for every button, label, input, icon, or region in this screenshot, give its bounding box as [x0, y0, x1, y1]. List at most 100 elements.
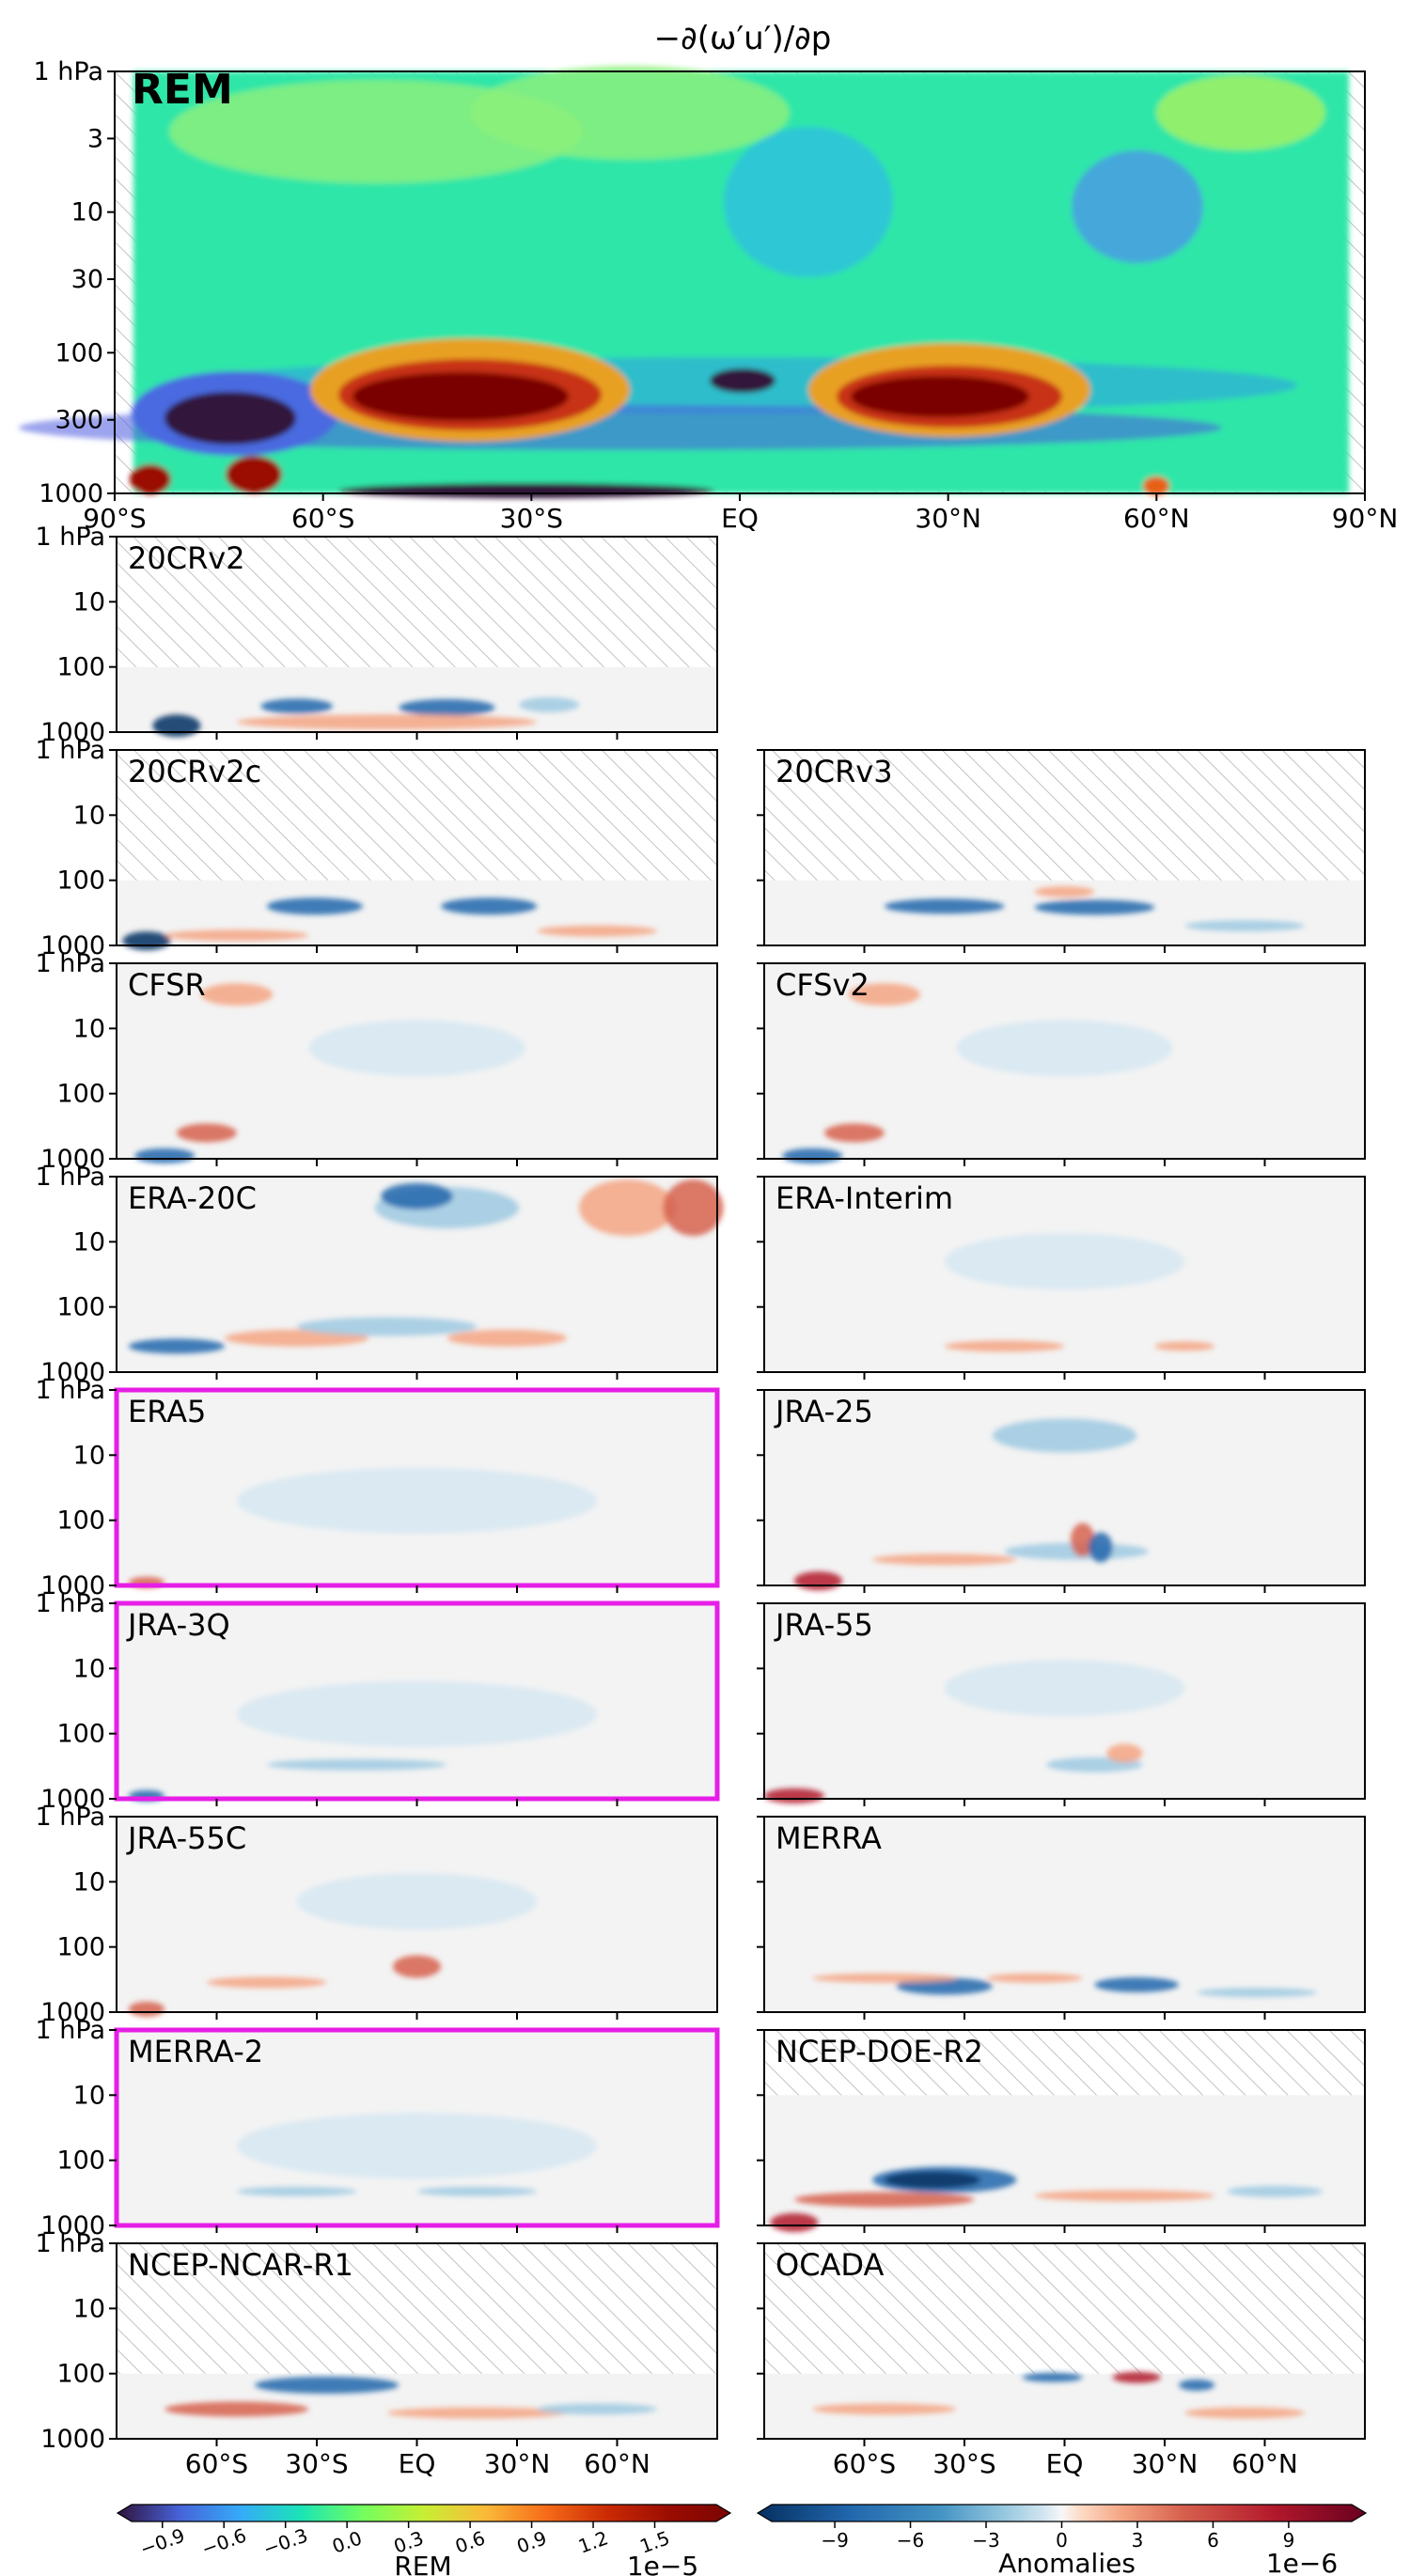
- contour-blob: [296, 1317, 478, 1336]
- contour-blob: [296, 1873, 538, 1930]
- panel-label: NCEP-DOE-R2: [776, 2034, 983, 2069]
- contour-blob: [812, 1973, 957, 1983]
- x-tick-label: EQ: [399, 2448, 436, 2479]
- y-tick-label: 10: [73, 1654, 105, 1683]
- colorbar-tick-label: 9: [1283, 2529, 1295, 2552]
- contour-blob: [770, 2212, 819, 2232]
- y-tick-label: 1 hPa: [36, 2016, 106, 2045]
- colorbar-tick-label: 6: [1207, 2529, 1219, 2552]
- y-tick-label: 10: [71, 198, 103, 227]
- y-tick-label: 10: [73, 1227, 105, 1257]
- y-tick-label: 1 hPa: [36, 523, 106, 552]
- colorbar-tick-label: −0.3: [260, 2523, 311, 2560]
- contour-blob: [1089, 1532, 1113, 1563]
- y-tick-label: 10: [73, 1441, 105, 1470]
- colorbar-tick-label: 0.9: [514, 2526, 550, 2557]
- field-contours: [128, 1179, 724, 1354]
- field-contours: [764, 1660, 1185, 1803]
- rem-colorbar-label: REM: [394, 2551, 451, 2576]
- x-tick-label: 60°S: [833, 2448, 896, 2479]
- field-contours: [812, 1973, 1317, 1998]
- contour-blob: [1112, 2371, 1161, 2383]
- colorbar-tick-label: 0: [1056, 2529, 1068, 2552]
- contour-blob: [579, 1179, 676, 1237]
- x-tick-label: 30°N: [484, 2448, 551, 2479]
- anomaly-panel: MERRA-2 1 hPa 10 100 1000: [36, 2016, 720, 2240]
- anomaly-panel: JRA-55: [757, 1602, 1366, 1806]
- contour-blob: [260, 698, 334, 714]
- field-contours: [128, 1873, 538, 2017]
- contour-blob: [944, 1660, 1185, 1717]
- y-tick-label: 1 hPa: [36, 949, 106, 978]
- x-tick-label: 30°N: [915, 503, 981, 534]
- rem-colorbar-exponent: 1e−5: [627, 2551, 698, 2576]
- contour-blob: [992, 1418, 1137, 1453]
- y-tick-label: 100: [56, 1933, 105, 1962]
- anomaly-panel: OCADA: [757, 2242, 1366, 2446]
- contour-blob: [441, 898, 538, 915]
- contour-blob: [134, 1147, 196, 1163]
- rem-y-axis: 1 hPa 3 10 30 100 300 1000: [34, 57, 115, 508]
- rem-panel-label: REM: [132, 66, 233, 114]
- panel-label: MERRA: [776, 1820, 882, 1856]
- contour-blob: [823, 1123, 885, 1143]
- contour-blob: [1034, 899, 1155, 915]
- contour-blob: [1094, 1976, 1179, 1992]
- panel-label: 20CRv3: [776, 754, 893, 789]
- y-tick-label: 1000: [40, 1571, 105, 1600]
- field-contours: [152, 696, 580, 738]
- y-tick-label: 10: [73, 801, 105, 830]
- contour-blob: [986, 1973, 1083, 1983]
- contour-blob: [793, 1571, 843, 1591]
- contour-blob: [254, 2376, 400, 2394]
- contour-blob: [1154, 1341, 1215, 1351]
- contour-blob: [381, 1182, 453, 1210]
- rem-panel: REM 1 hPa 3 10 30 100 300 1000 90°S 60°S 30°S EQ 3…: [19, 57, 1398, 534]
- y-tick-label: 100: [56, 866, 105, 896]
- panel-label: MERRA-2: [128, 2034, 263, 2069]
- colorbar-tick-label: 0.6: [452, 2526, 488, 2557]
- colorbar-tick-label: 0.0: [329, 2526, 365, 2557]
- contour-blob: [812, 2403, 957, 2415]
- x-tick-label: 30°S: [932, 2448, 995, 2479]
- rem-colorbar: −0.9 −0.6 −0.3 0.0 0.3 0.6 0.9 1.2 1.5 REM 1e−5: [116, 2504, 732, 2576]
- panel-label: JRA-55C: [126, 1820, 246, 1856]
- y-tick-label: 1 hPa: [36, 2229, 106, 2258]
- contour-blob: [537, 925, 658, 937]
- contour-blob: [1184, 2407, 1306, 2419]
- x-tick-label: 60°N: [1123, 503, 1190, 534]
- contour-blob: [1034, 885, 1095, 898]
- contour-blob: [537, 2403, 658, 2415]
- x-tick-label: 90°S: [83, 503, 146, 534]
- contour-blob: [200, 983, 274, 1007]
- panel-label: ERA-Interim: [776, 1180, 953, 1216]
- x-tick-label: 30°N: [1132, 2448, 1198, 2479]
- anomaly-x-axis: 60°S 30°S EQ 30°N 60°N 60°S 30°S EQ 30°N 60°N: [185, 2448, 1298, 2479]
- contour-blob: [764, 1788, 824, 1803]
- y-tick-label: 1000: [40, 931, 105, 960]
- anomaly-panel: CFSR 1 hPa 10 100 1000: [36, 949, 718, 1174]
- field-contours: [164, 2376, 658, 2419]
- contour-blob: [519, 696, 580, 712]
- colorbar-tick-label: 3: [1132, 2529, 1144, 2552]
- contour-blob: [944, 1340, 1065, 1352]
- anomaly-panel: ERA5 1 hPa 10 100 1000: [36, 1376, 720, 1600]
- colorbar-tick-label: 1.2: [575, 2526, 611, 2557]
- anomaly-colorbar: −9 −6 −3 0 3 6 9 Anomalies 1e−6: [756, 2504, 1368, 2576]
- anomaly-panel: 20CRv2c 1 hPa 10 100 1000: [36, 736, 718, 960]
- y-tick-label: 1000: [40, 1358, 105, 1387]
- contour-blob: [782, 1147, 843, 1163]
- contour-blob: [152, 714, 201, 738]
- x-tick-label: 30°S: [500, 503, 563, 534]
- y-tick-label: 1000: [40, 2211, 105, 2240]
- y-tick-label: 1000: [40, 1145, 105, 1174]
- contour-blob: [446, 1329, 568, 1347]
- contour-blob: [266, 898, 363, 915]
- y-tick-label: 1000: [40, 718, 105, 747]
- y-tick-label: 10: [73, 1867, 105, 1897]
- y-tick-label: 30: [71, 265, 103, 294]
- anomaly-panel: MERRA: [757, 1816, 1366, 2020]
- contour-blob: [176, 1123, 237, 1143]
- contour-blob: [164, 2401, 309, 2417]
- contour-blob: [1022, 2372, 1083, 2382]
